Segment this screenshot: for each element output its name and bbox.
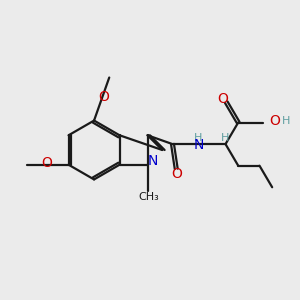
Text: O: O — [98, 90, 109, 104]
Text: N: N — [148, 154, 158, 168]
Text: O: O — [217, 92, 228, 106]
Text: N: N — [193, 138, 204, 152]
Text: O: O — [270, 114, 280, 128]
Text: O: O — [172, 167, 183, 181]
Text: H: H — [194, 133, 202, 142]
Text: O: O — [41, 156, 52, 170]
Text: H: H — [281, 116, 290, 126]
Text: H: H — [221, 133, 229, 142]
Text: CH₃: CH₃ — [138, 191, 159, 202]
